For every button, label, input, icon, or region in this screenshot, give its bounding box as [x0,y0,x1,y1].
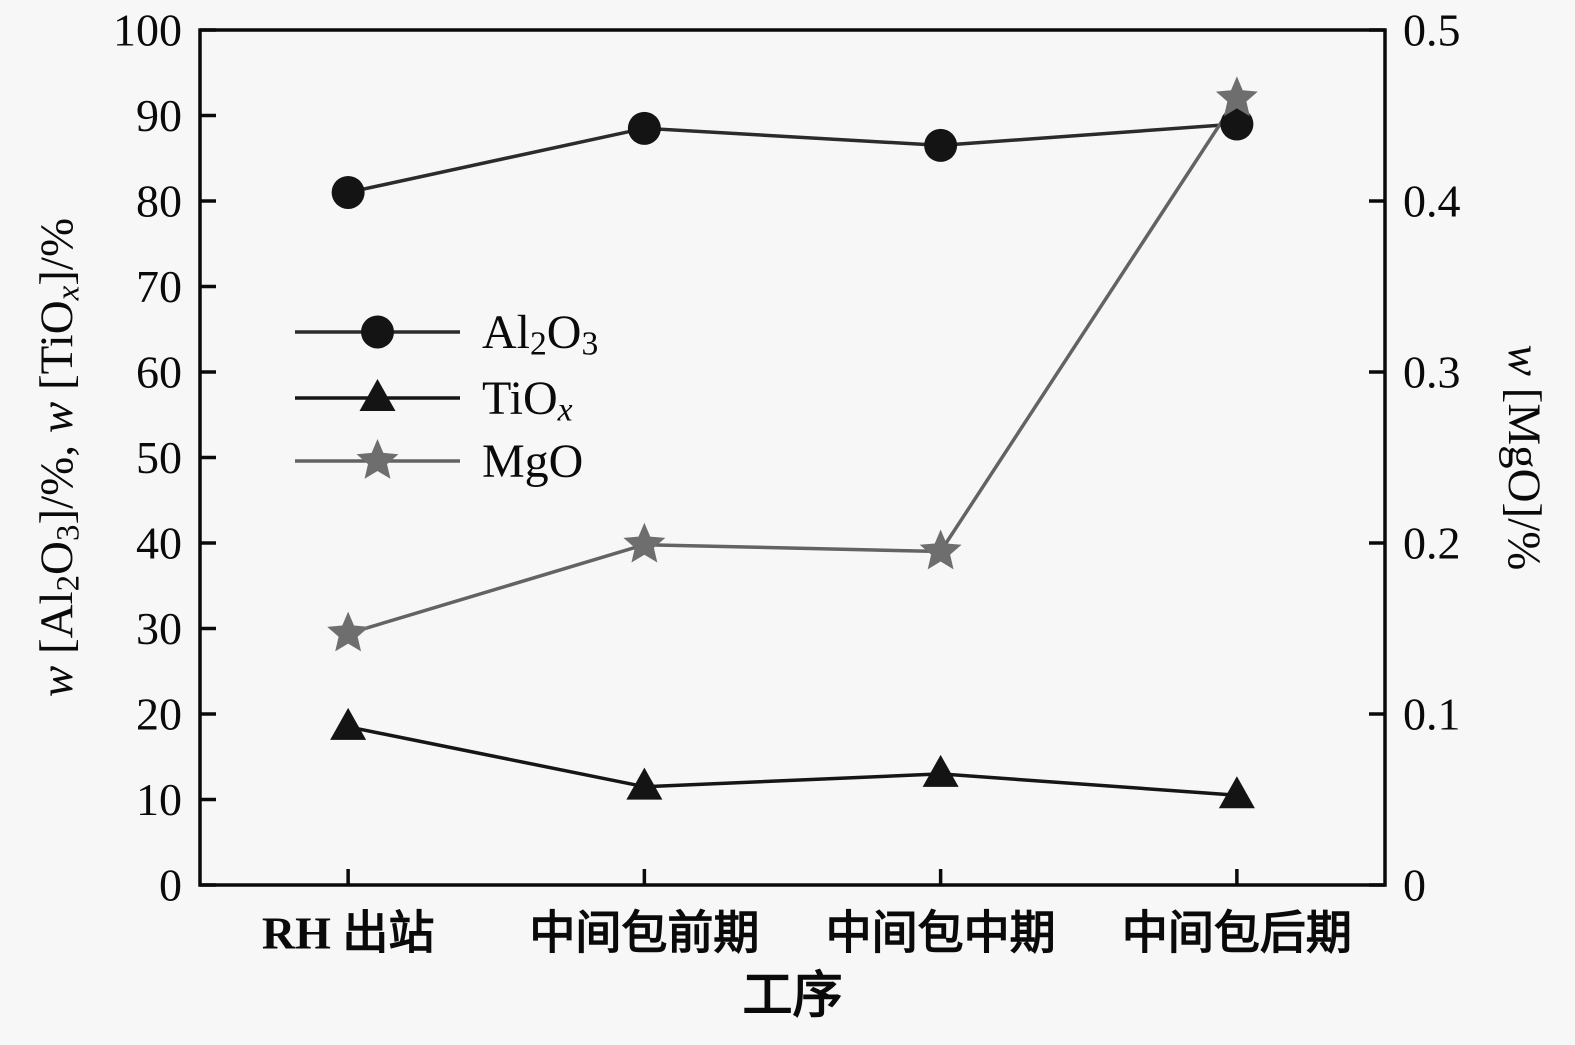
series-markers-al2o3 [331,107,1254,209]
y-left-tick-label: 40 [136,518,182,569]
star-marker-icon [623,522,666,563]
series-line-mgo [347,97,1239,636]
y-left-tick-label: 70 [136,261,182,312]
y-axis-left-title: w [Al2O3]/%, w [TiOx]/% [31,218,86,697]
y-left-tick-label: 30 [136,603,182,654]
y-left-tick-label: 90 [136,90,182,141]
y-right-tick-label: 0.5 [1403,5,1461,56]
star-marker-icon [327,611,370,652]
circle-marker-icon [924,128,958,162]
legend-label: TiOx [482,372,573,429]
x-axis: RH 出站 中间包前期 中间包中期 中间包后期 [262,869,1352,959]
legend: Al2O3 TiOx MgO [295,306,598,488]
x-axis-title: 工序 [743,967,843,1023]
y-left-tick-label: 10 [136,774,182,825]
series-line-al2o3 [347,122,1238,195]
x-tick-label: RH 出站 [262,908,435,959]
y-axis-right-title: w [MgO]/% [1498,345,1550,571]
circle-marker-icon [627,111,661,145]
circle-marker-icon [331,175,365,209]
y-left-tick-label: 0 [159,860,182,911]
y-right-tick-label: 0.4 [1403,176,1461,227]
series-markers-mgo [327,76,1258,652]
y-left-tick-label: 50 [136,432,182,483]
triangle-marker-icon [330,707,367,740]
star-marker-icon [1215,76,1258,117]
triangle-marker-icon [359,379,396,411]
series-markers-tiox [330,707,1255,809]
y-left-tick-label: 100 [113,5,182,56]
x-tick-label: 中间包前期 [529,908,759,959]
triangle-marker-icon [922,754,959,787]
y-left-tick-label: 80 [136,176,182,227]
series-line-tiox [347,725,1238,797]
circle-marker-icon [361,315,394,349]
legend-label: MgO [482,435,583,488]
y-right-tick-label: 0.2 [1403,518,1461,569]
triangle-marker-icon [1218,776,1255,809]
legend-label: Al2O3 [482,306,598,363]
x-tick-label: 中间包后期 [1122,908,1352,959]
x-tick-label: 中间包中期 [826,908,1056,959]
y-axis-left: 0 10 20 30 40 50 60 70 80 90 100 [113,5,216,911]
y-axis-right: 0 0.1 0.2 0.3 0.4 0.5 [1369,5,1461,911]
y-right-tick-label: 0.1 [1403,689,1461,740]
y-right-tick-label: 0.3 [1403,347,1461,398]
y-right-tick-label: 0 [1403,860,1426,911]
triangle-marker-icon [626,767,663,800]
star-marker-icon [919,529,962,570]
star-marker-icon [356,439,399,479]
y-left-tick-label: 60 [136,347,182,398]
y-left-tick-label: 20 [136,689,182,740]
circle-marker-icon [1220,107,1254,141]
